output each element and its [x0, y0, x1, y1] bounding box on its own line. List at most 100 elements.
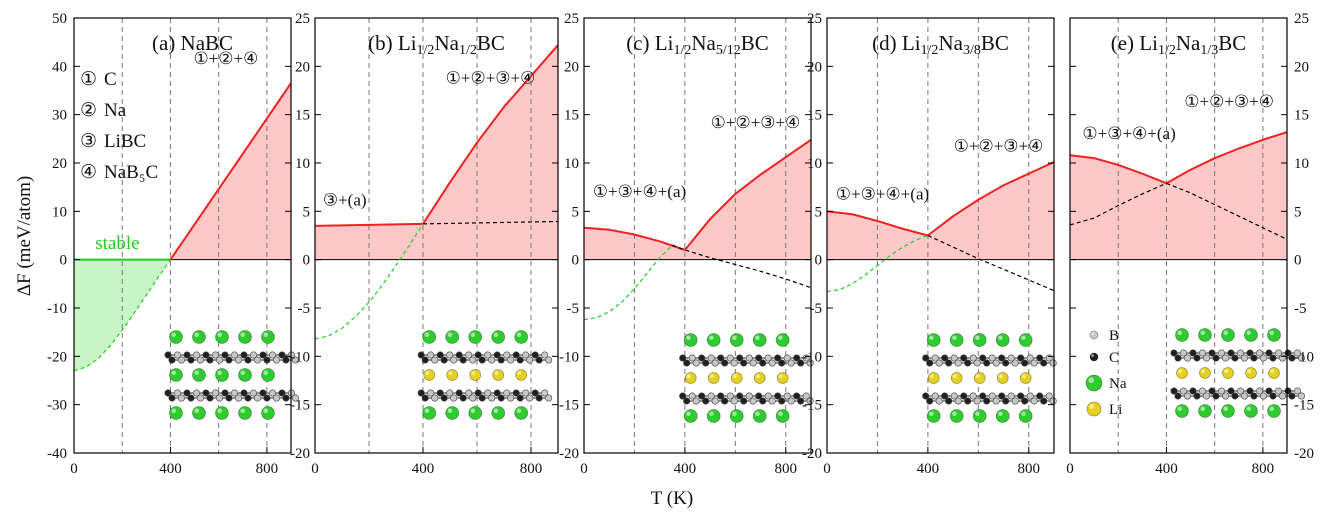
boron-atom — [806, 359, 814, 367]
boron-atom — [726, 354, 734, 362]
carbon-atom — [263, 394, 271, 402]
sodium-atom-body — [706, 333, 721, 347]
bc-layer — [421, 356, 553, 364]
y-tick-label: -15 — [559, 398, 579, 414]
sodium-atom — [949, 409, 964, 423]
hull-line — [1070, 154, 1167, 185]
carbon-atom — [1174, 354, 1182, 362]
x-tick-label: 800 — [256, 461, 279, 477]
carbon-atom — [998, 354, 1006, 362]
sodium-atom-shine — [194, 370, 199, 375]
y-tick-label: -20 — [559, 446, 579, 462]
y-tick-label: -10 — [802, 349, 822, 365]
unstable-region — [584, 139, 811, 260]
y-tick-label: 0 — [303, 253, 311, 269]
lithium-atom-body — [469, 369, 482, 381]
hull-line — [1165, 131, 1287, 185]
sodium-atom-shine — [447, 332, 453, 337]
sodium-atom-body — [972, 409, 987, 423]
y-tick-label: 40 — [52, 59, 67, 75]
y-tick-label: 10 — [1294, 156, 1309, 172]
panel-title: (a) NaBC — [152, 31, 233, 55]
lithium-atom-body — [950, 372, 963, 384]
structure-inset — [922, 333, 1057, 423]
hull-line — [927, 161, 1054, 237]
sodium-atom-shine — [240, 408, 245, 413]
sodium-atom — [1267, 404, 1281, 418]
carbon-atom — [1036, 354, 1044, 362]
boron-atom — [469, 356, 477, 364]
sodium-atom-body — [192, 368, 206, 382]
sodium-atom-body — [752, 333, 767, 347]
y-tick-label: 5 — [815, 204, 823, 220]
boron-atom — [1278, 354, 1286, 362]
boron-atom — [1049, 397, 1057, 405]
carbon-atom — [1189, 387, 1197, 395]
phase-annotation: ①+②+③+④ — [1184, 92, 1274, 111]
boron-atom — [1183, 392, 1191, 400]
boron-atom — [1236, 349, 1244, 357]
carbon-atom — [1227, 387, 1235, 395]
sodium-atom-body — [261, 368, 275, 382]
y-tick-label: -5 — [298, 301, 311, 317]
sodium-atom-body — [238, 368, 252, 382]
sodium-atom — [729, 409, 744, 423]
y-tick-label: -5 — [567, 301, 580, 317]
sodium-atom-shine — [171, 370, 176, 375]
boron-atom — [1297, 354, 1305, 362]
carbon-atom — [1284, 387, 1292, 395]
lithium-atom-body — [973, 372, 986, 384]
structure-inset — [1170, 328, 1305, 418]
sodium-atom-shine — [194, 408, 199, 413]
boron-atom — [707, 392, 715, 400]
sodium-atom-body — [995, 333, 1010, 347]
lithium-atom — [1199, 367, 1211, 379]
x-tick-label: 0 — [823, 461, 831, 477]
lithium-atom — [707, 372, 720, 384]
sodium-atom — [514, 406, 529, 420]
carbon-atom — [474, 351, 482, 359]
boron-atom — [446, 351, 454, 359]
boron-atom — [522, 351, 530, 359]
carbon-atom — [1002, 359, 1010, 367]
sodium-atom-shine — [709, 335, 714, 340]
carbon-atom — [979, 354, 987, 362]
sodium-atom-shine — [1200, 406, 1205, 411]
boron-atom — [1198, 349, 1206, 357]
sodium-atom-shine — [424, 332, 430, 337]
lithium-atom-shine — [425, 371, 430, 376]
y-tick-label: -5 — [1294, 301, 1307, 317]
boron-atom — [1011, 359, 1019, 367]
sodium-atom-shine — [240, 370, 245, 375]
boron-atom — [450, 356, 458, 364]
y-tick-label: 10 — [564, 156, 579, 172]
panel-title: (b) Li1/2Na1/2BC — [368, 31, 505, 58]
sodium-atom — [192, 406, 206, 420]
boron-atom — [969, 392, 977, 400]
carbon-atom — [698, 392, 706, 400]
boron-atom — [507, 394, 515, 402]
carbon-atom — [259, 351, 267, 359]
boron-atom — [1007, 392, 1015, 400]
y-tick-label: 25 — [295, 11, 310, 27]
sodium-atom — [1175, 328, 1189, 342]
y-tick-label: -40 — [47, 446, 67, 462]
carbon-atom — [998, 392, 1006, 400]
y-tick-label: 5 — [572, 204, 580, 220]
boron-atom — [787, 359, 795, 367]
boron-atom — [177, 356, 185, 364]
sodium-atom-shine — [1223, 406, 1228, 411]
carbon-atom — [1208, 387, 1216, 395]
sodium-atom-body — [514, 406, 529, 420]
panel-frame — [314, 17, 559, 454]
boron-atom — [768, 397, 776, 405]
carbon-atom — [1288, 354, 1296, 362]
lithium-atom-body — [707, 372, 720, 384]
sodium-atom-shine — [1021, 411, 1026, 416]
carbon-atom — [497, 356, 505, 364]
boron-atom — [234, 394, 242, 402]
y-tick-label: 0 — [815, 253, 823, 269]
boron-atom — [992, 397, 1000, 405]
carbon-atom — [960, 354, 968, 362]
legend-label: Na — [104, 100, 127, 121]
